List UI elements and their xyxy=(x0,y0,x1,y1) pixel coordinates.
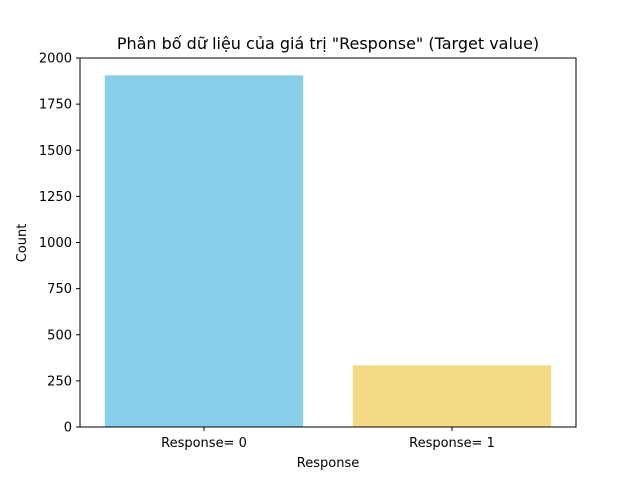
plot-frame xyxy=(79,57,577,428)
x-tick-label: Response= 0 xyxy=(161,436,247,451)
y-tick-label: 500 xyxy=(47,328,72,343)
y-tick-label: 1000 xyxy=(39,236,72,251)
axes-layer: Response= 0 Response= 1 0 250 500 750 1000 1250… xyxy=(39,52,577,451)
y-tick-label: 1500 xyxy=(39,144,72,159)
y-axis-label: Count xyxy=(15,224,30,263)
chart-title: Phân bố dữ liệu của giá trị "Response" (… xyxy=(117,34,539,53)
y-tick-label: 250 xyxy=(47,374,72,389)
x-axis-label: Response xyxy=(297,456,359,471)
x-tick-label: Response= 1 xyxy=(409,436,495,451)
bars-layer xyxy=(104,75,552,427)
y-tick-label: 750 xyxy=(47,282,72,297)
y-tick-label: 2000 xyxy=(39,52,72,67)
y-tick-label: 1750 xyxy=(39,98,72,113)
bar-1 xyxy=(352,365,552,427)
bar-0 xyxy=(104,75,304,427)
y-tick-label: 1250 xyxy=(39,190,72,205)
y-tick-label: 0 xyxy=(64,421,72,436)
